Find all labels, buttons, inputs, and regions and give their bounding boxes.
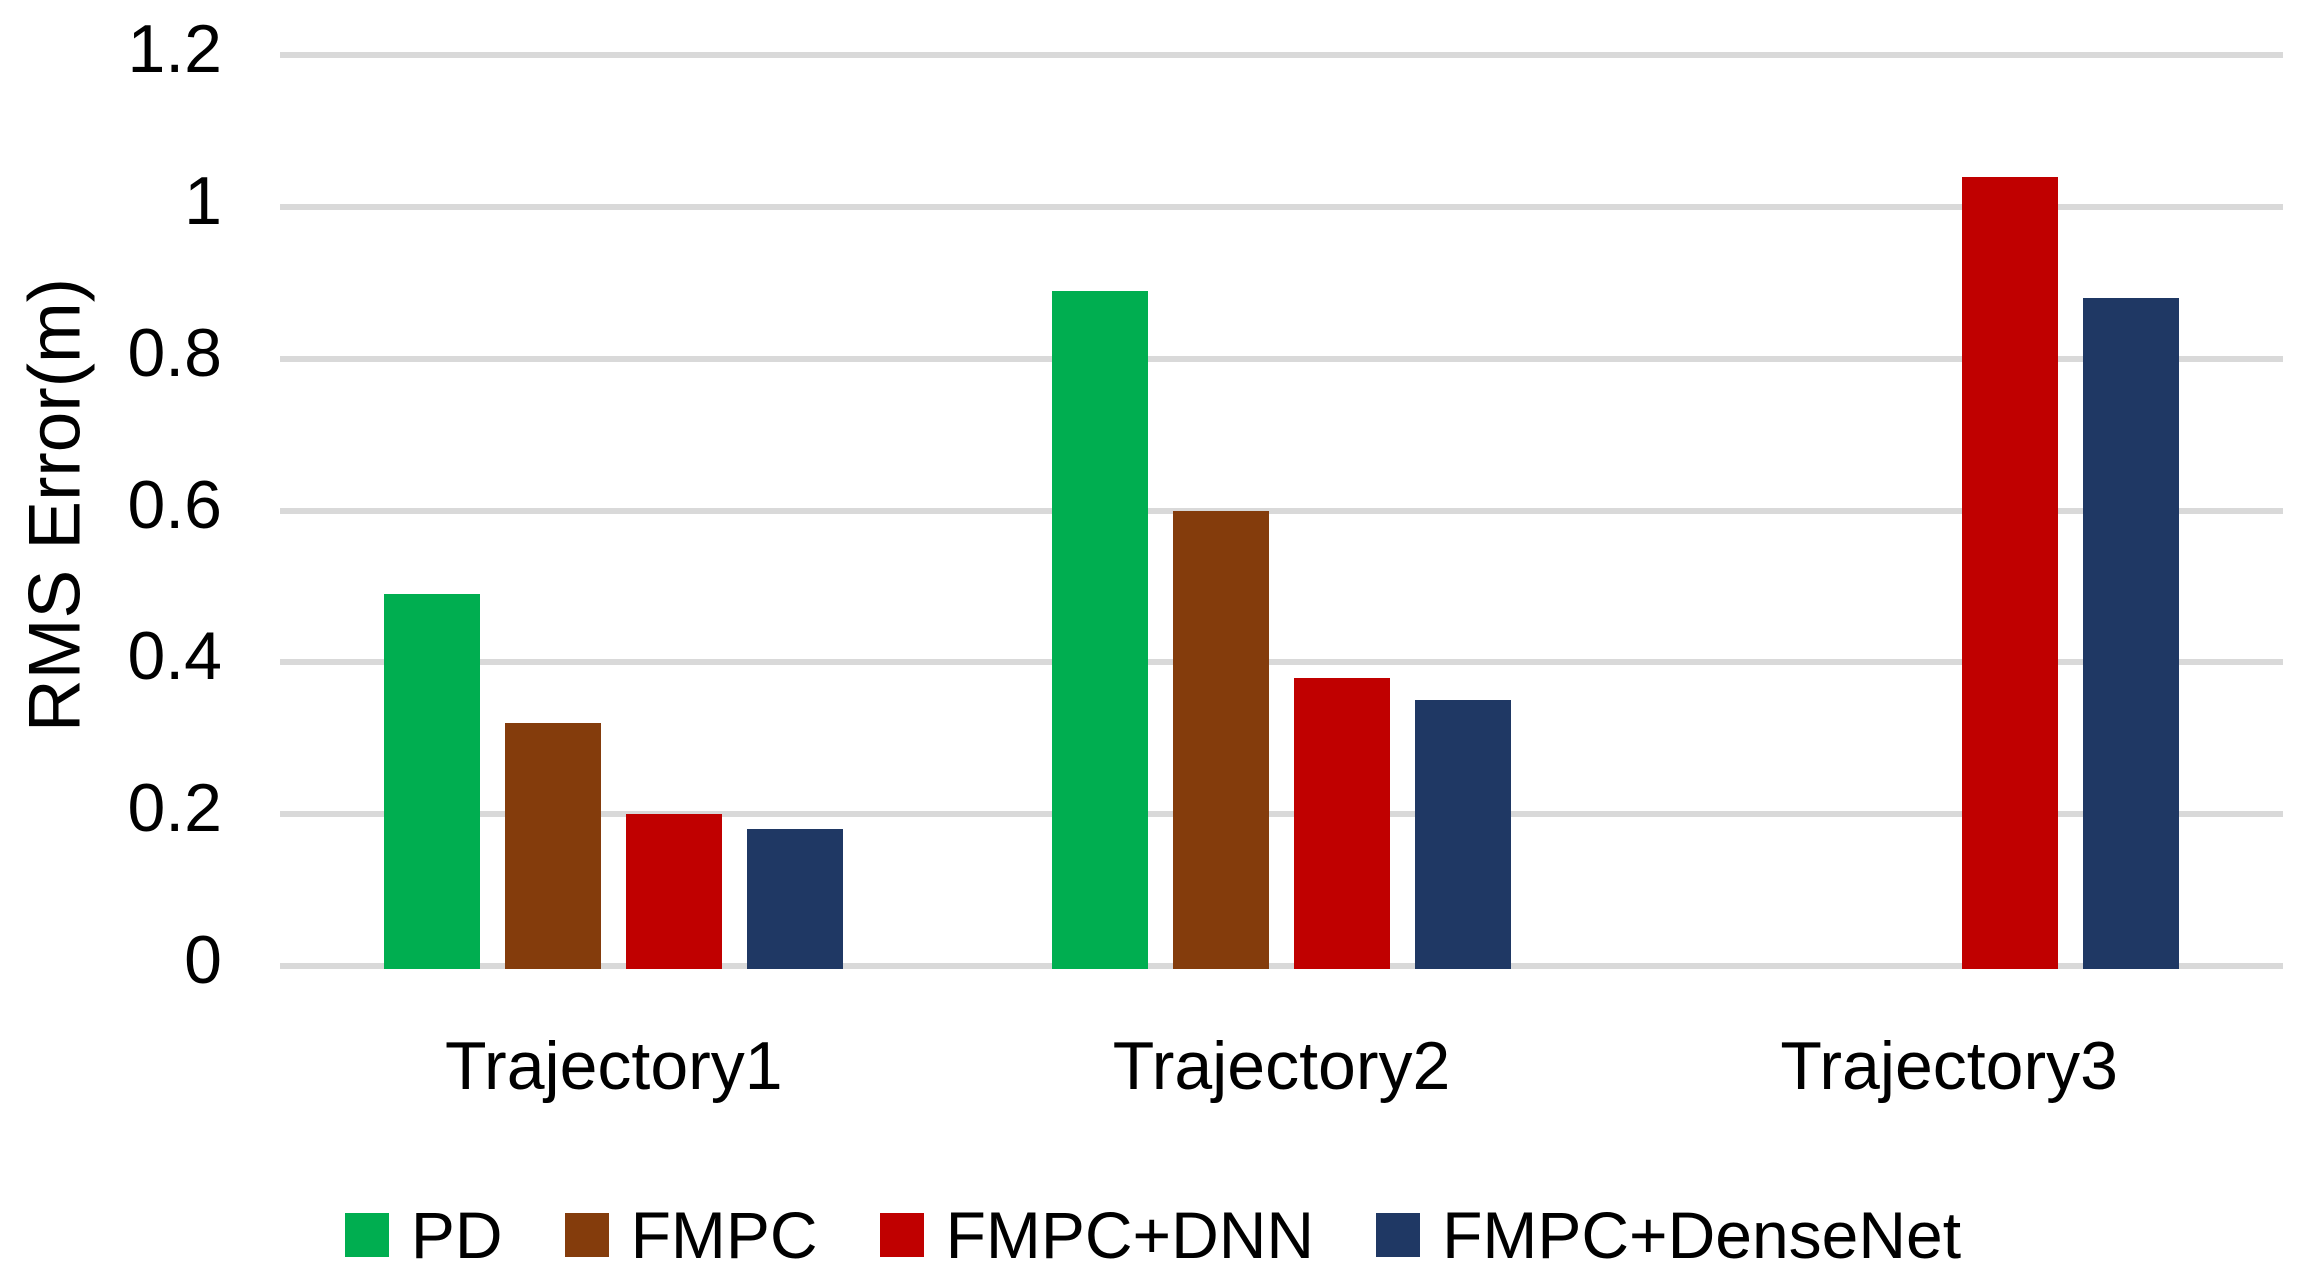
bar-Trajectory2-FMPC — [1173, 510, 1269, 969]
y-tick-label-1.2: 1.2 — [127, 11, 222, 88]
bar-Trajectory1-FMPC+DNN — [626, 814, 723, 969]
gridline-y-0.4 — [280, 659, 2283, 666]
legend-swatch-icon — [879, 1213, 924, 1257]
bar-Trajectory1-FMPC — [505, 723, 602, 969]
x-category-label-Trajectory1: Trajectory1 — [445, 1028, 783, 1104]
y-tick-label-0: 0 — [184, 922, 222, 998]
legend-swatch-icon — [564, 1213, 609, 1257]
legend-item-FMPC+DNN: FMPC+DNN — [879, 1198, 1315, 1272]
y-tick-label-0.6: 0.6 — [127, 466, 222, 543]
bar-Trajectory2-PD — [1052, 290, 1148, 969]
gridline-y-0.6 — [280, 507, 2283, 514]
gridline-y-0.8 — [280, 355, 2283, 362]
bar-Trajectory3-FMPC+DNN — [1961, 176, 2058, 969]
legend-item-PD: PD — [344, 1198, 503, 1272]
legend-label: PD — [410, 1198, 503, 1272]
gridline-y-0.2 — [280, 811, 2283, 818]
y-tick-label-0.8: 0.8 — [127, 314, 222, 391]
bar-Trajectory1-PD — [384, 594, 481, 969]
legend-item-FMPC: FMPC — [564, 1198, 818, 1272]
bar-Trajectory1-FMPC+DenseNet — [747, 829, 844, 969]
legend-label: FMPC+DenseNet — [1442, 1198, 1962, 1272]
y-tick-label-0.4: 0.4 — [127, 618, 222, 695]
legend-swatch-icon — [1376, 1213, 1421, 1257]
y-tick-label-0.2: 0.2 — [127, 770, 222, 847]
bar-Trajectory2-FMPC+DNN — [1294, 677, 1390, 969]
legend-label: FMPC+DNN — [945, 1198, 1315, 1272]
y-tick-label-1: 1 — [184, 163, 222, 239]
bar-Trajectory2-FMPC+DenseNet — [1415, 700, 1511, 969]
legend-swatch-icon — [344, 1213, 389, 1257]
x-category-label-Trajectory3: Trajectory3 — [1780, 1028, 2118, 1104]
gridline-y-1 — [280, 204, 2283, 210]
legend-label: FMPC — [630, 1198, 818, 1272]
gridline-y-1.2 — [280, 52, 2283, 59]
bar-Trajectory3-FMPC+DenseNet — [2082, 298, 2179, 969]
x-category-label-Trajectory2: Trajectory2 — [1112, 1028, 1451, 1104]
legend: PD FMPC FMPC+DNN FMPC+DenseNet — [0, 1200, 2306, 1270]
gridline-y-0 — [280, 963, 2283, 969]
plot-area — [280, 52, 2283, 969]
legend-item-FMPC+DenseNet: FMPC+DenseNet — [1376, 1200, 1961, 1270]
